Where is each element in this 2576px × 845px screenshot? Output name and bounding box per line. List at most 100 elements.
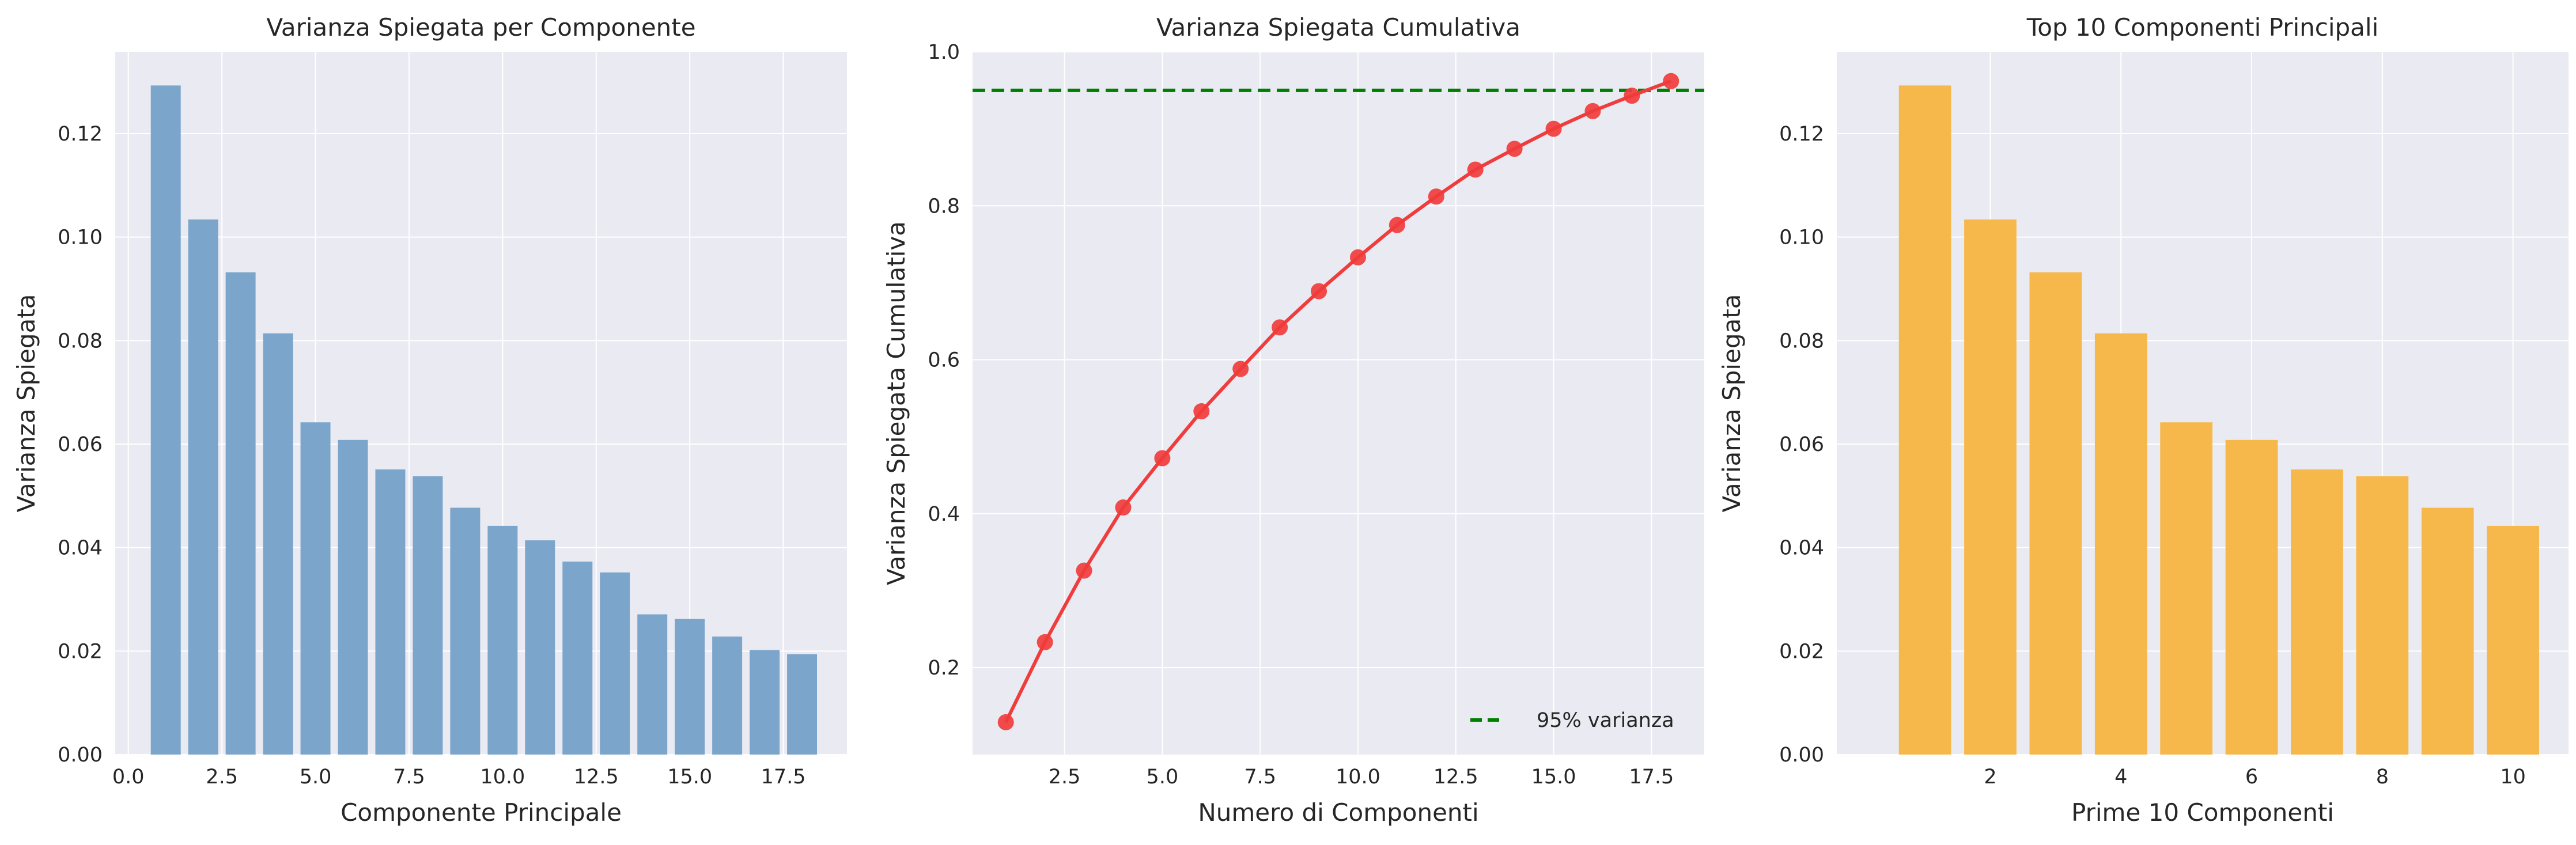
bar <box>188 219 218 755</box>
bar <box>1898 85 1951 755</box>
panel-cumulative-variance: 0.2 0.4 0.6 0.8 1.0 2.5 5.0 7.5 10.0 12.5 15.0 17.5… <box>882 13 1704 827</box>
bars <box>150 85 818 755</box>
bar <box>413 476 443 755</box>
data-point <box>1193 403 1210 420</box>
x-tick-label: 12.5 <box>574 766 619 789</box>
line-series <box>973 73 1704 730</box>
data-point <box>1663 73 1679 89</box>
tick-labels: 0.00 0.02 0.04 0.06 0.08 0.10 0.12 0.0 2.5 5.0 7.5… <box>58 123 805 789</box>
bar <box>1964 219 2017 755</box>
y-axis-label: Varianza Spiegata Cumulativa <box>882 221 910 585</box>
y-tick-label: 0.10 <box>58 226 103 249</box>
y-axis-label: Varianza Spiegata <box>12 294 40 512</box>
y-tick-label: 0.4 <box>928 503 960 526</box>
y-tick-label: 0.06 <box>1779 433 1824 456</box>
bar <box>2487 525 2539 755</box>
chart-title: Top 10 Componenti Principali <box>2026 13 2379 41</box>
chart-title: Varianza Spiegata per Componente <box>266 13 695 41</box>
y-tick-label: 0.6 <box>928 349 960 372</box>
grid <box>973 51 1704 755</box>
x-tick-label: 15.0 <box>667 766 712 789</box>
bar <box>225 272 256 755</box>
bar <box>600 572 630 755</box>
bar <box>2225 439 2278 755</box>
legend-label: 95% varianza <box>1537 709 1674 732</box>
y-tick-label: 0.2 <box>928 657 960 680</box>
y-axis-label: Varianza Spiegata <box>1718 294 1746 512</box>
bar <box>2160 422 2213 755</box>
data-point <box>1467 161 1484 178</box>
x-tick-label: 7.5 <box>1244 766 1276 789</box>
x-tick-label: 12.5 <box>1433 766 1478 789</box>
x-tick-label: 6 <box>2245 766 2258 789</box>
bar <box>450 507 481 755</box>
bar <box>2421 507 2474 755</box>
y-tick-label: 0.08 <box>1779 329 1824 353</box>
data-point <box>1272 319 1288 336</box>
data-point <box>1037 634 1053 650</box>
bar <box>675 619 705 755</box>
tick-labels: 0.00 0.02 0.04 0.06 0.08 0.10 0.12 2 4 6 8 10 <box>1779 123 2526 789</box>
y-tick-label: 0.12 <box>58 123 103 146</box>
data-point <box>1232 361 1249 377</box>
bar <box>2356 476 2409 755</box>
y-tick-label: 0.00 <box>1779 744 1824 767</box>
bar <box>487 525 518 755</box>
x-axis-label: Componente Principale <box>341 798 622 827</box>
x-tick-label: 17.5 <box>1629 766 1674 789</box>
x-tick-label: 5.0 <box>300 766 332 789</box>
x-tick-label: 2.5 <box>206 766 238 789</box>
y-tick-label: 0.00 <box>58 744 103 767</box>
bar <box>787 654 818 755</box>
x-axis-label: Prime 10 Componenti <box>2071 798 2334 827</box>
bar <box>300 422 331 755</box>
x-tick-label: 8 <box>2376 766 2389 789</box>
data-point <box>1311 283 1327 300</box>
bar <box>150 85 181 755</box>
data-point <box>1076 562 1092 579</box>
x-tick-label: 2.5 <box>1049 766 1081 789</box>
plot-area <box>973 52 1704 755</box>
bar <box>637 614 668 755</box>
bar <box>2291 469 2343 755</box>
data-point <box>1506 141 1523 157</box>
data-point <box>997 714 1014 730</box>
data-point <box>1349 249 1366 266</box>
x-tick-label: 10.0 <box>1336 766 1380 789</box>
bar <box>2029 272 2082 755</box>
x-tick-label: 10.0 <box>480 766 525 789</box>
x-tick-label: 0.0 <box>112 766 145 789</box>
tick-labels: 0.2 0.4 0.6 0.8 1.0 2.5 5.0 7.5 10.0 12.5 15.0 17.5 <box>928 41 1674 789</box>
y-tick-label: 0.8 <box>928 195 960 218</box>
data-point <box>1115 499 1132 516</box>
data-point <box>1154 450 1171 467</box>
data-point <box>1389 217 1405 233</box>
chart-title: Varianza Spiegata Cumulativa <box>1156 13 1520 41</box>
bar <box>338 439 368 755</box>
bars <box>1898 85 2539 755</box>
x-tick-label: 17.5 <box>761 766 806 789</box>
y-tick-label: 0.10 <box>1779 226 1824 249</box>
y-tick-label: 0.08 <box>58 329 103 353</box>
x-tick-label: 2 <box>1984 766 1996 789</box>
legend: 95% varianza <box>1470 709 1674 732</box>
x-tick-label: 7.5 <box>393 766 425 789</box>
x-tick-label: 10 <box>2500 766 2526 789</box>
data-point <box>1545 120 1562 137</box>
bar <box>562 561 593 755</box>
x-tick-label: 4 <box>2114 766 2127 789</box>
bar <box>750 650 780 755</box>
bar <box>525 540 555 755</box>
y-tick-label: 1.0 <box>928 41 960 64</box>
y-tick-label: 0.04 <box>58 537 103 560</box>
y-tick-label: 0.06 <box>58 433 103 456</box>
data-point <box>1428 188 1444 205</box>
x-tick-label: 15.0 <box>1531 766 1576 789</box>
y-tick-label: 0.02 <box>1779 640 1824 663</box>
y-tick-label: 0.12 <box>1779 123 1824 146</box>
bar <box>375 469 406 755</box>
bar <box>2094 333 2147 755</box>
y-tick-label: 0.04 <box>1779 537 1824 560</box>
panel-variance-per-component: 0.00 0.02 0.04 0.06 0.08 0.10 0.12 0.0 2.5 5.0 7.5… <box>12 13 847 827</box>
